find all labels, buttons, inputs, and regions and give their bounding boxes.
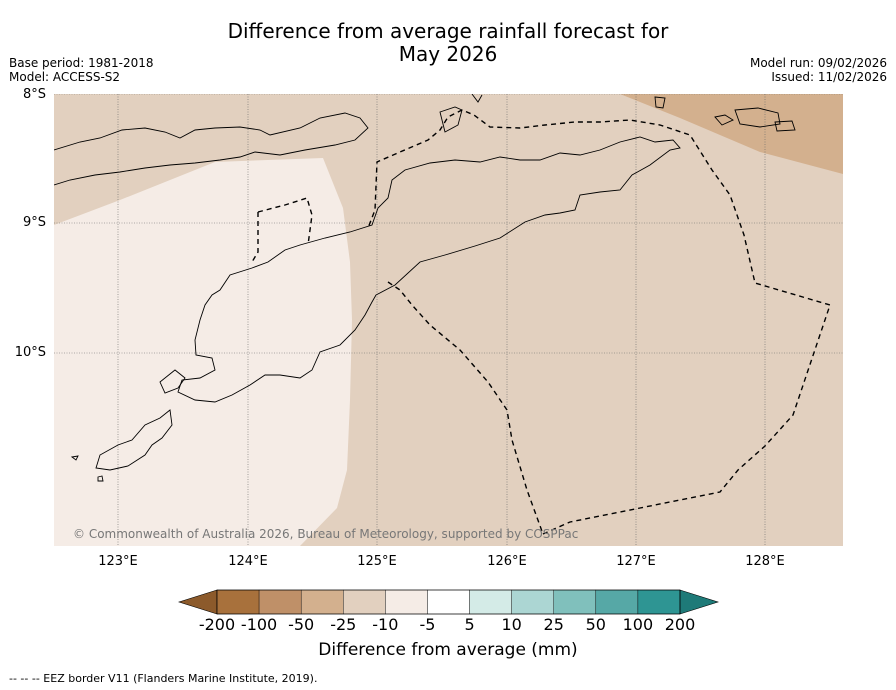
timor-island-coast	[177, 136, 681, 403]
small-islet-coast	[97, 475, 104, 482]
meta-right: Model run: 09/02/2026 Issued: 11/02/2026	[750, 56, 887, 84]
wetar-island-coast	[439, 106, 463, 133]
issued-date: Issued: 11/02/2026	[771, 70, 887, 84]
lat-label-9s: 9°S	[22, 215, 46, 230]
model-run: Model run: 09/02/2026	[749, 56, 887, 70]
colorbar-tick-label: 25	[543, 615, 564, 634]
copyright-text: © Commonwealth of Australia 2026, Bureau…	[73, 527, 579, 541]
base-period: Base period: 1981-2018	[9, 56, 154, 70]
colorbar-swatch	[216, 589, 260, 615]
colorbar-swatch	[300, 589, 344, 615]
flores-coast	[54, 112, 369, 186]
chart-title: Difference from average rainfall forecas…	[0, 20, 896, 66]
banda-islet-4	[774, 120, 796, 132]
colorbar-swatch	[637, 589, 681, 615]
lon-label-127e: 127°E	[616, 554, 656, 569]
eez-border	[251, 109, 831, 535]
colorbar-tick-label: 100	[622, 615, 654, 634]
lon-label-124e: 124°E	[228, 554, 268, 569]
colorbar-tick-label: -25	[330, 615, 357, 634]
colorbar-tick-label: 10	[501, 615, 522, 634]
colorbar-title: Difference from average (mm)	[318, 640, 578, 660]
title-line-1: Difference from average rainfall forecas…	[227, 19, 669, 43]
northern-tip	[471, 94, 483, 103]
alor-island-coast	[159, 369, 186, 394]
colorbar-tick-label: -100	[240, 615, 278, 634]
lon-label-126e: 126°E	[487, 554, 527, 569]
sumba-island-coast	[95, 409, 173, 471]
meta-left: Base period: 1981-2018 Model: ACCESS-S2	[9, 56, 154, 84]
eez-legend: -- -- -- EEZ border V11 (Flanders Marine…	[9, 672, 318, 685]
colorbar-tick-label: -10	[372, 615, 399, 634]
colorbar-high-extend	[679, 589, 719, 615]
savu-island-coast	[70, 455, 79, 461]
lon-label-128e: 128°E	[745, 554, 785, 569]
colorbar-swatch	[427, 589, 470, 615]
model-name: Model: ACCESS-S2	[9, 70, 121, 84]
colorbar-swatch	[553, 589, 597, 615]
colorbar-tick-label: -5	[419, 615, 436, 634]
banda-islet-1	[654, 96, 666, 109]
colorbar-swatch	[385, 589, 428, 615]
colorbar-swatch	[511, 589, 554, 615]
colorbar-swatch	[595, 589, 639, 615]
colorbar-tick-label: 50	[585, 615, 606, 634]
banda-islet-3	[734, 107, 781, 128]
colorbar-swatch	[258, 589, 302, 615]
coastlines	[54, 94, 796, 482]
colorbar-tick-label: -200	[198, 615, 236, 634]
colorbar-swatch	[343, 589, 386, 615]
title-line-2: May 2026	[398, 42, 498, 66]
colorbar-swatch	[469, 589, 512, 615]
colorbar-low-extend	[178, 589, 218, 615]
colorbar-tick-label: 200	[664, 615, 696, 634]
lon-label-125e: 125°E	[357, 554, 397, 569]
colorbar-tick-label: 5	[464, 615, 475, 634]
lat-label-10s: 10°S	[14, 345, 46, 360]
anomaly-region-drier	[620, 94, 843, 174]
banda-islet-2	[714, 114, 734, 126]
lon-label-123e: 123°E	[98, 554, 138, 569]
lat-label-8s: 8°S	[22, 87, 46, 102]
colorbar-tick-label: -50	[288, 615, 315, 634]
